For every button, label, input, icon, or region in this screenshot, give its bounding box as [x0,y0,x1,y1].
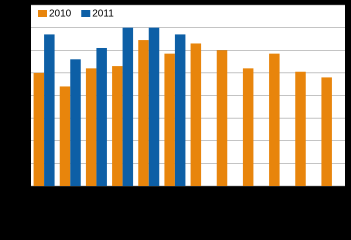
bar [321,77,332,186]
bar [174,34,186,186]
bar [269,53,280,186]
bar [242,68,254,186]
bar [190,43,202,187]
bar [295,71,306,186]
bar [148,27,160,186]
chart: 2010 2011 [31,4,345,187]
bar [164,53,175,186]
bar [96,47,107,186]
bar [216,50,228,186]
bar [44,34,55,186]
bar [138,40,149,186]
bar [70,59,81,186]
legend-swatch [81,10,91,17]
legend-label: 2011 [92,9,114,20]
legend-swatch [38,10,47,17]
bar [112,66,123,186]
bar [33,72,45,186]
bar [59,86,71,186]
bar [85,68,97,186]
legend-label: 2010 [49,9,72,20]
bar [122,27,134,186]
